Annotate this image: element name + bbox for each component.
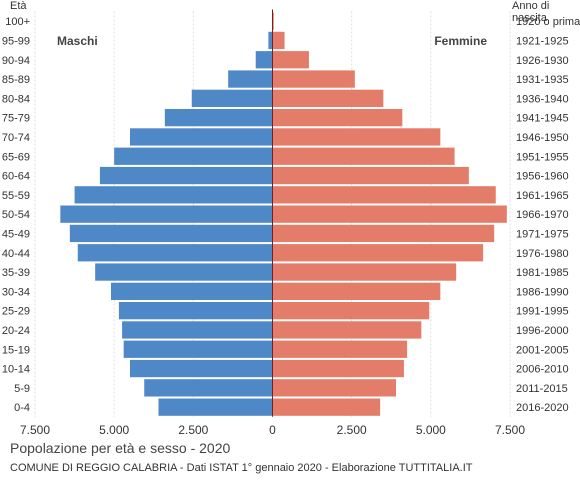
bar-maschi [118,302,273,320]
chart-title: Popolazione per età e sesso - 2020 [10,440,231,456]
bar-maschi [74,186,273,204]
x-tick-label: 2.500 [178,423,208,437]
bar-maschi [60,205,273,223]
age-label: 80-84 [2,93,30,105]
bar-maschi [158,398,273,416]
birth-year-label: 1976-1980 [516,248,569,260]
bar-femmine [272,224,495,243]
age-label: 35-39 [2,267,30,279]
age-label: 10-14 [2,364,30,376]
bar-femmine [272,359,404,378]
bar-maschi [111,282,273,300]
bar-maschi [164,109,273,127]
bar-femmine [272,166,469,185]
age-label: 40-44 [2,248,30,260]
birth-year-label: 1931-1935 [516,74,569,86]
bar-femmine [272,398,381,416]
bar-maschi [77,244,273,262]
age-label: 30-34 [2,286,30,298]
chart-source: COMUNE DI REGGIO CALABRIA - Dati ISTAT 1… [10,462,473,474]
age-label: 100+ [5,16,30,28]
bar-femmine [272,379,396,397]
bar-maschi [114,147,273,165]
bar-femmine [272,321,422,339]
x-tick-label: 7.500 [495,423,525,437]
bar-maschi [123,340,273,358]
bar-maschi [69,224,273,243]
age-label: 85-89 [2,74,30,86]
bar-maschi [99,166,273,185]
x-tick-label: 2.500 [337,423,367,437]
population-pyramid-chart: 100+ 1920 o prima 95-99 1921-1925 90-94 1926-… [2,9,580,437]
age-label: 20-24 [2,325,30,337]
birth-year-label: 1986-1990 [516,286,569,298]
x-tick-label: 5.000 [99,423,129,437]
birth-year-label: 2001-2005 [516,344,569,356]
birth-year-label: 1971-1975 [516,228,569,240]
bar-femmine [272,340,408,358]
bar-maschi [191,89,273,107]
birth-year-label: 2011-2015 [516,383,568,395]
bar-femmine [272,109,403,127]
bar-femmine [272,282,441,300]
age-label: 65-69 [2,151,30,163]
age-label: 0-4 [14,402,30,414]
age-label: 90-94 [2,55,30,67]
birth-year-label: 2006-2010 [516,364,569,376]
age-label: 45-49 [2,228,30,240]
bar-maschi [130,128,273,146]
age-label: 60-64 [2,171,30,183]
left-axis-label: Età [10,0,27,12]
age-label: 55-59 [2,190,30,202]
bar-femmine [272,31,285,50]
birth-year-label: 1966-1970 [516,209,569,221]
birth-year-label: 1926-1930 [516,55,569,67]
birth-year-label: 1981-1985 [516,267,569,279]
birth-year-label: 1996-2000 [516,325,569,337]
legend-femmine: Femmine [434,34,487,48]
bar-femmine [272,70,355,88]
birth-year-label: 1941-1945 [516,113,569,125]
bar-maschi [122,321,273,339]
age-label: 5-9 [14,383,30,395]
age-label: 95-99 [2,35,30,47]
right-axis-label: Anno di nascita [512,0,550,24]
birth-year-label: 1920 o prima [516,16,580,28]
birth-year-label: 1921-1925 [516,35,569,47]
bar-maschi [228,70,273,88]
x-tick-label: 7.500 [20,423,50,437]
bar-femmine [272,12,274,30]
birth-year-label: 2016-2020 [516,402,569,414]
bar-femmine [272,205,507,223]
birth-year-label: 1961-1965 [516,190,569,202]
x-tick-label: 0 [269,423,276,437]
birth-year-label: 1951-1955 [516,151,569,163]
bar-maschi [130,359,273,378]
bar-maschi [144,379,273,397]
age-label: 25-29 [2,306,30,318]
bar-maschi [95,263,273,281]
bar-femmine [272,147,455,165]
bar-femmine [272,263,457,281]
bar-femmine [272,302,430,320]
birth-year-label: 1946-1950 [516,132,569,144]
x-tick-label: 5.000 [416,423,446,437]
age-label: 15-19 [2,344,30,356]
birth-year-label: 1936-1940 [516,93,569,105]
birth-year-label: 1956-1960 [516,171,569,183]
bar-femmine [272,51,309,69]
bar-maschi [255,51,273,69]
bar-femmine [272,89,384,107]
age-label: 70-74 [2,132,30,144]
age-label: 75-79 [2,113,30,125]
legend-maschi: Maschi [57,34,98,48]
bar-maschi [268,31,273,50]
bar-femmine [272,186,496,204]
bar-femmine [272,244,484,262]
birth-year-label: 1991-1995 [516,306,569,318]
bar-femmine [272,128,441,146]
age-label: 50-54 [2,209,30,221]
